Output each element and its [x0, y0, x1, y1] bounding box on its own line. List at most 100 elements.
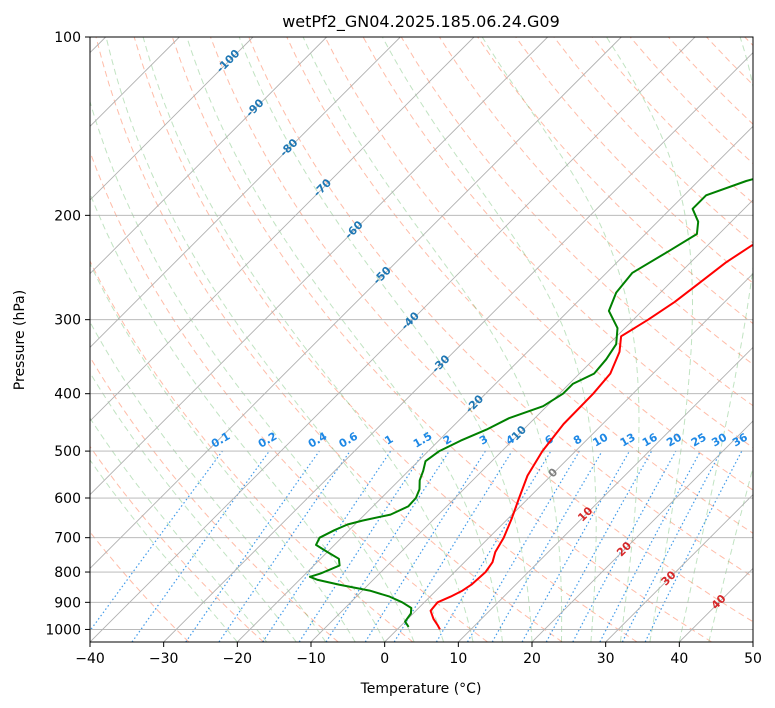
mixing-ratio-label: 1.5: [411, 430, 434, 451]
dewpoint-profile-line: [308, 178, 753, 628]
y-axis-title: Pressure (hPa): [12, 290, 28, 390]
moist-adiabat: [481, 37, 640, 642]
dry-adiabat: [90, 259, 414, 642]
chart-title: wetPf2_GN04.2025.185.06.24.G09: [282, 12, 560, 32]
x-axis-title: Temperature (°C): [360, 681, 482, 697]
moist-adiabat: [302, 37, 563, 642]
isotherm-line: [679, 567, 753, 642]
mixing-ratio-line: [393, 450, 513, 642]
dry-adiabat: [90, 531, 190, 642]
dry-adiabat: [90, 445, 264, 642]
x-axis-ticks: −40 −30 −20 −10 0 10 20 30 40 50: [75, 642, 762, 667]
dry-adiabat: [133, 37, 638, 642]
moist-adiabat: [90, 459, 238, 642]
moist-adiabat: [381, 37, 597, 642]
background-lines: [90, 37, 753, 642]
x-tick-label: 50: [744, 651, 762, 667]
dry-adiabat: [553, 37, 753, 244]
isotherm-label: -90: [243, 96, 266, 119]
dry-adiabat: [248, 37, 753, 578]
isotherm-label: -50: [371, 264, 394, 287]
isotherm-label: -40: [399, 309, 422, 332]
x-tick-label: −40: [75, 651, 105, 667]
x-tick-label: −30: [149, 651, 179, 667]
y-tick-label: 400: [54, 387, 81, 403]
isotherm-label: 0: [546, 465, 561, 480]
plot-frame: [89, 36, 754, 643]
moist-adiabat: [90, 321, 327, 642]
isotherm-line: [90, 37, 254, 201]
isotherm-label: -70: [311, 176, 334, 199]
y-tick-label: 600: [54, 491, 81, 507]
x-tick-label: 20: [523, 651, 541, 667]
moist-adiabat: [90, 417, 268, 642]
isotherm-line: [605, 494, 753, 642]
mixing-ratio-line: [262, 450, 392, 642]
profile-series-group: [308, 178, 753, 630]
mixing-ratio-label: 8: [571, 433, 584, 448]
mixing-ratio-label: 0.4: [306, 429, 330, 450]
y-tick-label: 900: [54, 595, 81, 611]
x-tick-label: −10: [296, 651, 326, 667]
mixing-ratio-line: [572, 450, 677, 642]
mixing-ratio-label: 6: [543, 432, 556, 447]
mixing-ratio-line: [466, 450, 580, 642]
y-tick-label: 700: [54, 531, 81, 547]
mixing-ratio-line: [521, 450, 631, 642]
isotherm-line: [90, 37, 475, 422]
y-tick-label: 1000: [45, 622, 81, 638]
dry-adiabat: [668, 37, 753, 125]
dry-adiabat: [90, 150, 488, 642]
isotherm-line: [90, 37, 401, 348]
y-tick-label: 200: [54, 208, 81, 224]
isotherm-line: [90, 37, 696, 642]
isotherm-line: [752, 641, 753, 642]
isotherm-line: [458, 346, 753, 642]
moist-adiabat: [606, 37, 693, 642]
isotherm-label: -60: [342, 218, 365, 241]
x-tick-label: 10: [449, 651, 467, 667]
mixing-ratio-label: 1: [382, 433, 395, 448]
y-tick-label: 300: [54, 313, 81, 329]
y-tick-label: 500: [54, 444, 81, 460]
mixing-ratio-line: [185, 450, 320, 642]
isotherm-label: -100: [214, 47, 243, 76]
isotherm-line: [163, 52, 753, 642]
moist-adiabat: [90, 371, 297, 642]
isotherm-line: [90, 37, 327, 275]
x-tick-label: 40: [670, 651, 688, 667]
dry-adiabat: [210, 37, 753, 623]
mixing-ratio-line: [90, 450, 223, 632]
temperature-profile-line: [429, 243, 753, 630]
moist-adiabat: [105, 37, 445, 642]
isotherm-label: -80: [277, 136, 300, 159]
moist-adiabat: [238, 37, 533, 642]
x-tick-label: −20: [223, 651, 253, 667]
isotherm-line: [384, 273, 753, 642]
mixing-ratio-label: 0.2: [256, 430, 279, 451]
moist-adiabat: [142, 37, 474, 642]
mixing-ratio-label: 0.6: [337, 429, 361, 450]
x-tick-label: 0: [380, 651, 389, 667]
mixing-ratio-line: [599, 450, 702, 642]
isotherm-line: [90, 37, 622, 569]
mixing-ratio-line: [364, 450, 486, 642]
mixing-ratio-line: [131, 450, 270, 642]
y-axis-ticks: 100 200 300 400 500 600 700 800 900 1000: [45, 30, 90, 638]
isotherm-line: [237, 125, 753, 642]
mixing-ratio-line: [218, 450, 351, 642]
mixing-ratio-label: 36: [730, 430, 750, 449]
y-tick-label: 800: [54, 565, 81, 581]
x-tick-label: 30: [597, 651, 615, 667]
isotherm-label: -20: [463, 392, 486, 415]
isotherm-label: 40: [709, 592, 729, 612]
mixing-ratio-label: 0.1: [209, 430, 232, 451]
moist-adiabat: [90, 262, 356, 642]
mixing-ratio-label: 30: [709, 430, 729, 449]
mixing-ratio-line: [644, 450, 743, 642]
dry-adiabat: [286, 37, 753, 534]
isotherm-label: 10: [575, 504, 595, 524]
isotherm-line: [90, 37, 548, 496]
